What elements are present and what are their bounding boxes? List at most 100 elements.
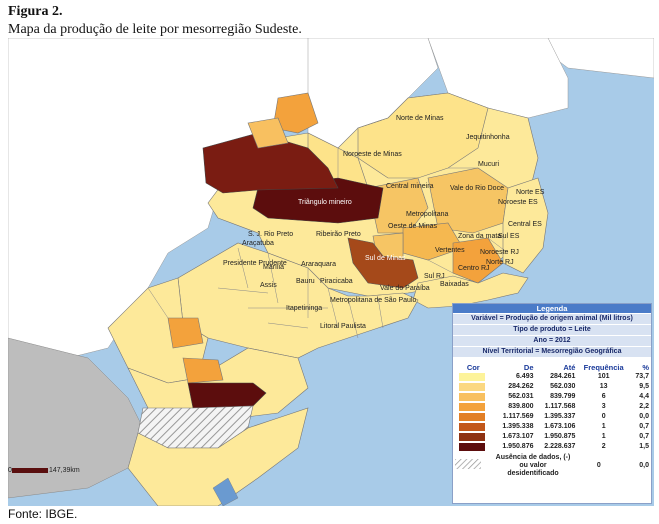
legend-swatch-cell	[453, 432, 494, 442]
legend-title: Legenda	[453, 304, 651, 313]
label-noroeste-minas: Noroeste de Minas	[343, 151, 402, 158]
label-sjrio-preto: S. J. Rio Preto	[248, 231, 293, 238]
internal-borders	[147, 148, 509, 339]
legend-class-row: 1.950.876 2.228.637 2 1,5	[453, 442, 651, 452]
legend-swatch	[459, 403, 485, 411]
legend-value-de: 839.800	[508, 403, 534, 410]
legend-value-ate: 284.261	[550, 373, 576, 380]
figure-title: Figura 2.	[8, 4, 63, 19]
label-centro-rj: Centro RJ	[458, 265, 490, 272]
legend-value-ate: 562.030	[550, 383, 576, 390]
region-norte-minas	[357, 92, 489, 179]
label-sul-rj: Sul RJ	[424, 273, 445, 280]
label-norte-es: Norte ES	[516, 189, 545, 196]
map-canvas[interactable]: Norte de Minas Jequitinhonha Noroeste de…	[8, 38, 654, 506]
region-goias-yellow	[247, 117, 289, 149]
region-zona-mata	[452, 237, 504, 284]
legend-value-de: 6.493	[515, 373, 534, 380]
label-ribeirao: Ribeirão Preto	[316, 231, 361, 238]
nodata-label: Ausência de dados, (-) ou valor desident…	[495, 454, 571, 477]
legend-swatch	[459, 393, 485, 401]
label-metro-sp: Metropolitana de São Paulo	[330, 297, 416, 304]
region-outside-west	[8, 38, 654, 79]
scale-bar-graphic	[12, 468, 48, 473]
region-lagoa	[212, 477, 239, 506]
legend-value-pct: 0,7	[639, 433, 649, 440]
legend-nodata: Ausência de dados, (-) ou valor desident…	[453, 454, 651, 478]
legend-nivel: Nível Territorial = Mesorregião Geográfi…	[453, 346, 651, 357]
legend-value-ate: 1.117.568	[544, 403, 576, 410]
legend-header-freq: Frequência	[583, 362, 624, 372]
legend-value-freq: 2	[601, 443, 606, 450]
legend-value-ate: 1.395.337	[544, 413, 576, 420]
label-vale-paraiba: Vale do Paraíba	[380, 285, 430, 292]
legend-swatch-cell	[453, 422, 494, 432]
legend-class-row: 562.031 839.799 6 4,4	[453, 392, 651, 402]
legend-value-de: 284.262	[508, 383, 534, 390]
nodata-freq: 0	[596, 462, 601, 469]
legend-value-freq: 1	[601, 423, 606, 430]
label-itapetininga: Itapetininga	[286, 305, 322, 312]
legend-header-ate: Até	[563, 362, 576, 372]
region-sul-minas[interactable]	[347, 237, 419, 289]
label-jequitinhonha: Jequitinhonha	[466, 134, 510, 141]
legend-value-freq: 1	[601, 433, 606, 440]
label-metro-bh: Metropolitana	[406, 211, 449, 218]
region-dark-pr[interactable]	[187, 382, 267, 409]
label-oeste-minas: Oeste de Minas	[388, 223, 438, 230]
label-vale-rio-doce: Vale do Rio Doce	[450, 185, 504, 192]
legend-header-de: De	[523, 362, 534, 372]
label-noroeste-es: Noroeste ES	[498, 199, 538, 206]
map-legend: Legenda Variável = Produção de origem an…	[452, 303, 652, 504]
legend-value-ate: 1.950.875	[544, 433, 576, 440]
label-assis: Assis	[260, 282, 277, 289]
scale-bar: 0 147,39km	[8, 467, 118, 480]
legend-value-de: 1.395.338	[502, 423, 534, 430]
legend-class-row: 1.395.338 1.673.106 1 0,7	[453, 422, 651, 432]
legend-swatch	[459, 423, 485, 431]
legend-value-ate: 839.799	[550, 393, 576, 400]
legend-value-ate: 2.228.637	[544, 443, 576, 450]
legend-value-de: 1.950.876	[502, 443, 534, 450]
legend-ano: Ano = 2012	[453, 335, 651, 346]
legend-value-de: 1.673.107	[502, 433, 534, 440]
region-orange-west	[167, 317, 204, 349]
legend-swatch-cell	[453, 412, 494, 422]
map-viewport[interactable]: Norte de Minas Jequitinhonha Noroeste de…	[8, 38, 654, 506]
region-sp	[177, 242, 419, 359]
label-norte-rj: Norte RJ	[486, 259, 514, 266]
figure-caption: Mapa da produção de leite por mesorregiã…	[8, 22, 302, 37]
legend-swatch-cell	[453, 442, 494, 452]
legend-class-row: 1.673.107 1.950.875 1 0,7	[453, 432, 651, 442]
legend-tipo: Tipo de produto = Leite	[453, 324, 651, 335]
legend-swatch-cell	[453, 402, 494, 412]
label-piracicaba: Piracicaba	[320, 278, 353, 285]
legend-header-cor: Cor	[466, 362, 480, 372]
legend-header-pct: %	[642, 362, 649, 372]
legend-value-ate: 1.673.106	[544, 423, 576, 430]
legend-variavel: Variável = Produção de origem animal (Mi…	[453, 313, 651, 324]
legend-value-de: 562.031	[508, 393, 534, 400]
label-presidente: Presidente Prudente	[223, 260, 287, 267]
legend-value-freq: 0	[601, 413, 606, 420]
legend-value-freq: 6	[601, 393, 606, 400]
label-mucuri: Mucuri	[478, 161, 499, 168]
label-sul-es: Sul ES	[498, 233, 520, 240]
label-zona-mata: Zona da mata	[458, 233, 501, 240]
legend-value-freq: 3	[601, 403, 606, 410]
label-noroeste-rj: Noroeste RJ	[480, 249, 519, 256]
label-central-es: Central ES	[508, 221, 542, 228]
label-triangulo: Triângulo mineiro	[298, 199, 352, 206]
legend-swatch	[459, 383, 485, 391]
legend-swatch	[459, 433, 485, 441]
legend-value-freq: 101	[597, 373, 610, 380]
region-central-mineira	[367, 177, 429, 234]
label-norte-minas: Norte de Minas	[396, 115, 444, 122]
label-sul-minas: Sul de Minas	[365, 255, 406, 262]
nodata-swatch	[455, 459, 481, 469]
legend-value-pct: 0,0	[639, 413, 649, 420]
legend-value-pct: 4,4	[639, 393, 649, 400]
scale-zero: 0	[8, 467, 12, 474]
legend-swatch-cell	[453, 372, 494, 382]
legend-class-row: 1.117.569 1.395.337 0 0,0	[453, 412, 651, 422]
